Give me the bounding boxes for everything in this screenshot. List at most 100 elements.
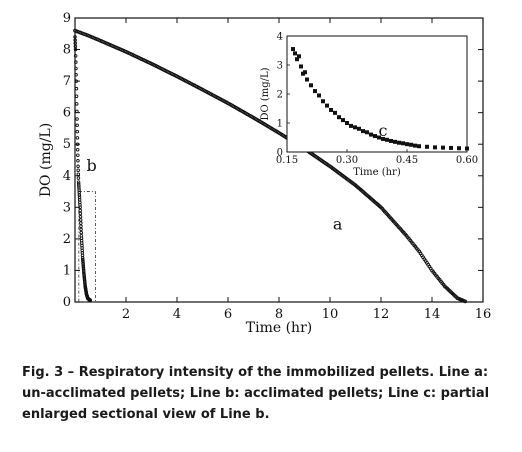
x-tick-label: 6 [224,307,232,322]
data-point [74,66,78,71]
data-point [309,83,313,88]
data-point [345,121,349,125]
data-point [333,110,337,115]
data-point [75,123,79,128]
data-point [417,144,421,149]
inset-x-tick-label: 0.45 [396,155,418,166]
y-tick-label: 3 [63,200,71,215]
data-point [397,140,401,145]
data-point [76,168,80,173]
data-point [405,142,409,147]
data-point [357,126,361,131]
data-point [74,86,79,91]
data-point [385,137,389,142]
data-point [293,51,297,56]
data-point [295,57,299,62]
inset-plot: 0.15 0.30 0.45 0.60 0 1 2 3 4 Time (hr) DO (mg/L) c [260,32,478,179]
data-point [80,256,85,260]
data-point [365,130,369,135]
data-point [77,184,81,188]
data-point [75,117,79,121]
inset-y-tick-label: 2 [277,90,283,101]
curve-label-b: b [86,156,96,175]
data-point [74,94,79,99]
x-tick-label: 4 [173,307,181,322]
x-tick-label: 2 [122,307,130,322]
inset-x-tick-label: 0.15 [276,155,298,166]
data-point [299,64,303,69]
data-point [81,266,86,271]
data-point [78,218,83,222]
data-point [74,73,78,77]
y-tick-label: 0 [63,295,71,310]
series-c [291,47,469,151]
data-point [75,147,80,152]
data-point [81,257,85,262]
data-point [313,89,317,94]
y-tick-label: 6 [63,106,71,121]
data-point [317,93,321,98]
data-point [77,186,81,190]
data-point [76,153,80,158]
data-point [81,263,85,267]
data-point [361,129,365,134]
data-point [303,70,307,75]
curve-label-c: c [379,121,388,140]
data-point [78,208,82,213]
inset-x-tick-label: 0.60 [456,155,478,166]
data-point [389,138,393,143]
x-tick-label: 12 [373,307,390,322]
data-point [341,118,345,123]
data-point [81,268,86,272]
data-point [353,125,357,130]
data-point [73,47,78,52]
data-point [291,47,295,52]
data-point [401,141,405,146]
figure-caption: Fig. 3 – Respiratory intensity of the im… [22,365,490,422]
inset-y-tick-label: 1 [277,119,283,130]
data-point [76,172,81,176]
data-point [441,145,445,150]
data-point [73,44,78,49]
data-point [78,215,83,219]
x-tick-label: 16 [475,307,492,322]
x-tick-label: 8 [275,307,283,322]
data-point [75,142,80,146]
data-point [393,139,397,144]
data-point [75,129,80,134]
data-point [79,227,83,232]
data-point [425,144,429,149]
data-point [81,264,86,269]
inset-y-tick-label: 4 [277,32,283,43]
data-point [81,261,85,265]
data-point [76,164,80,169]
data-point [325,103,329,108]
y-tick-label: 5 [63,137,71,152]
data-point [76,159,80,163]
zoom-box [78,191,96,303]
x-axis-title: Time (hr) [246,320,312,336]
data-point [79,224,83,229]
data-point [73,41,77,45]
data-point [457,146,461,151]
data-point [433,145,437,150]
data-point [369,132,373,137]
data-point [373,134,377,139]
y-tick-label: 9 [63,11,71,26]
data-point [81,259,85,264]
y-axis-title: DO (mg/L) [38,123,54,197]
data-point [449,145,453,150]
data-point [413,143,417,148]
data-point [73,35,77,39]
data-point [88,298,93,303]
data-point [329,107,333,112]
data-point [79,230,83,235]
data-point [78,211,83,216]
inset-x-axis-title: Time (hr) [353,167,401,178]
data-point [79,221,83,225]
inset-y-axis-title: DO (mg/L) [260,67,271,120]
curve-label-a: a [333,214,343,233]
data-point [76,176,81,180]
data-point [76,180,81,184]
data-point [463,299,467,304]
